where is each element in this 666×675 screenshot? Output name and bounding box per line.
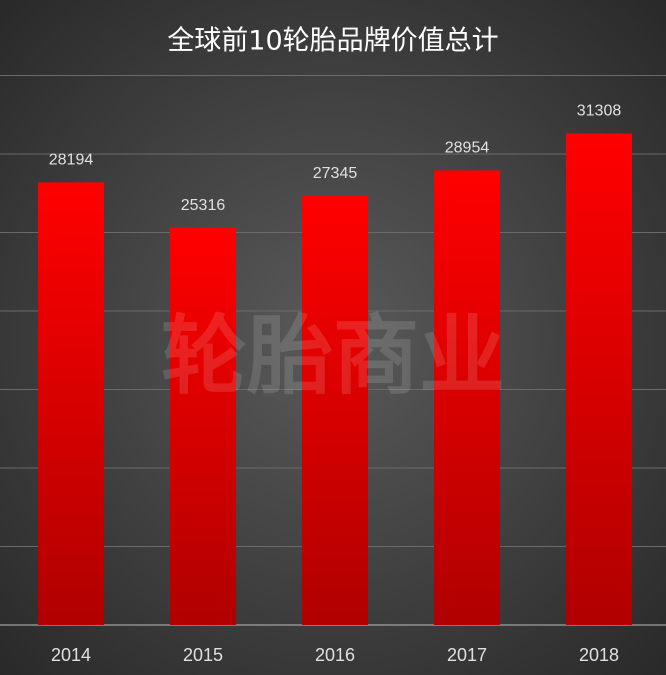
x-tick-label: 2015 bbox=[183, 645, 223, 665]
x-tick-label: 2014 bbox=[51, 645, 91, 665]
x-tick-label: 2016 bbox=[315, 645, 355, 665]
bar bbox=[302, 195, 368, 625]
data-label: 28954 bbox=[445, 140, 490, 157]
data-label: 27345 bbox=[313, 165, 358, 182]
bar bbox=[434, 170, 500, 626]
x-tick-label: 2017 bbox=[447, 645, 487, 665]
data-label: 25316 bbox=[181, 197, 226, 214]
bar bbox=[566, 133, 632, 625]
bar bbox=[170, 227, 236, 625]
data-label: 31308 bbox=[577, 103, 622, 120]
bars: 2014 28194 2015 25316 2016 27345 2017 28954 2018… bbox=[38, 103, 632, 665]
bar bbox=[38, 182, 104, 626]
x-tick-label: 2018 bbox=[579, 645, 619, 665]
watermark: 轮胎商业 bbox=[161, 306, 505, 406]
chart-title: 全球前10轮胎品牌价值总计 bbox=[167, 26, 498, 57]
data-label: 28194 bbox=[49, 152, 94, 169]
